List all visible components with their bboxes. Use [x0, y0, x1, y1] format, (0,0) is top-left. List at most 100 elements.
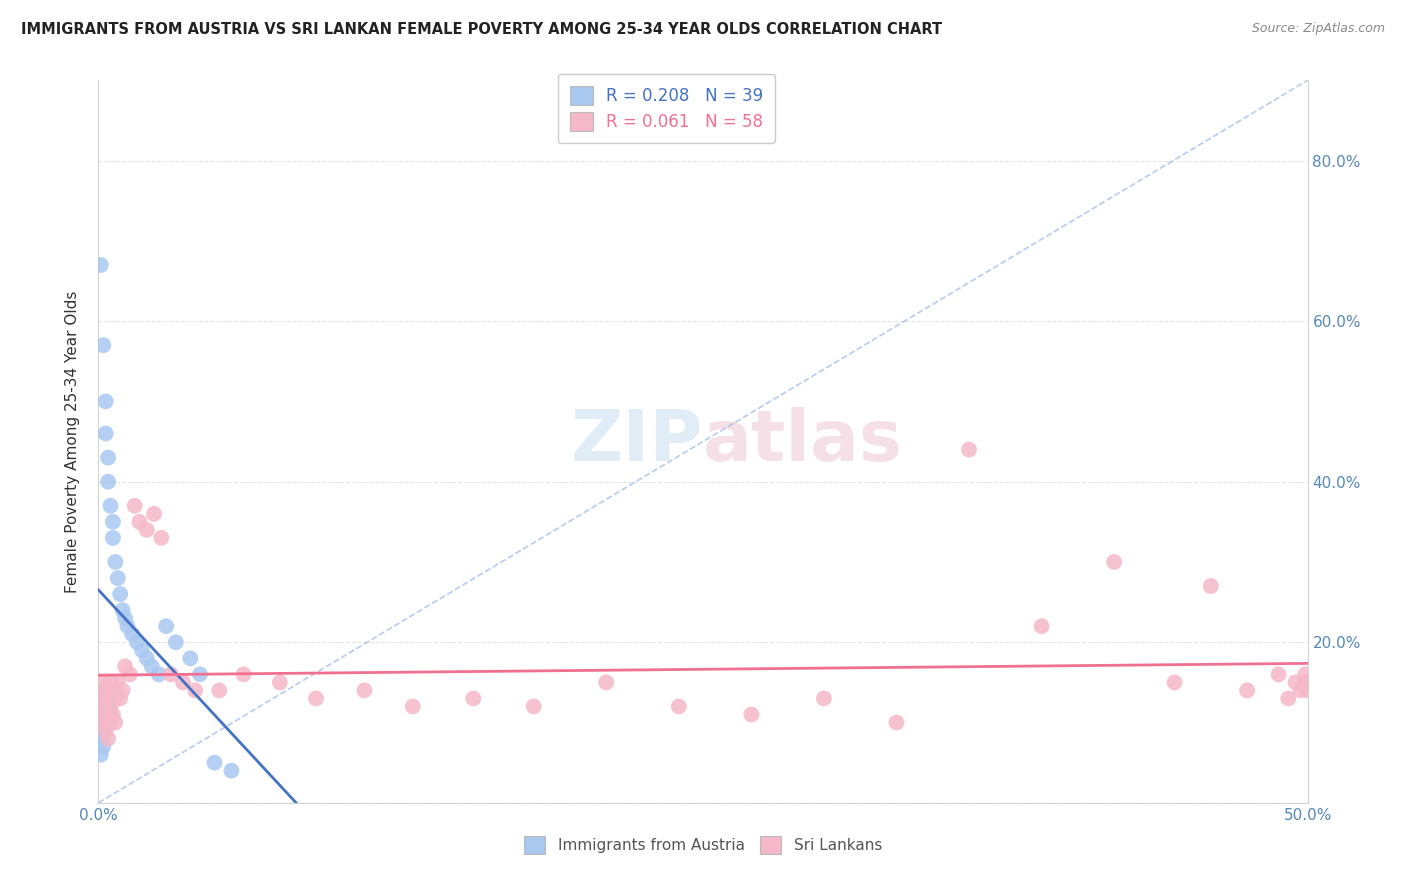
Point: [90, 747, 112, 762]
Point: [97, 450, 120, 465]
Point: [114, 611, 136, 625]
Point: [107, 675, 129, 690]
Point: [1296, 675, 1319, 690]
Point: [221, 764, 243, 778]
Point: [188, 667, 211, 681]
Point: [353, 683, 375, 698]
Point: [97, 699, 120, 714]
Point: [94, 715, 117, 730]
Point: [118, 667, 141, 681]
Text: atlas: atlas: [703, 407, 903, 476]
Point: [90, 715, 112, 730]
Point: [1267, 667, 1289, 681]
Point: [595, 675, 617, 690]
Point: [1102, 555, 1125, 569]
Point: [114, 659, 136, 673]
Point: [90, 731, 112, 746]
Point: [1294, 675, 1316, 690]
Point: [1031, 619, 1053, 633]
Point: [1296, 683, 1319, 698]
Point: [90, 715, 112, 730]
Point: [100, 499, 122, 513]
Point: [97, 715, 120, 730]
Point: [269, 675, 291, 690]
Point: [94, 394, 117, 409]
Point: [128, 515, 150, 529]
Text: ZIP: ZIP: [571, 407, 703, 476]
Point: [143, 507, 166, 521]
Point: [131, 643, 153, 657]
Point: [100, 675, 122, 690]
Point: [101, 683, 124, 698]
Point: [148, 667, 170, 681]
Point: [740, 707, 762, 722]
Text: Source: ZipAtlas.com: Source: ZipAtlas.com: [1251, 22, 1385, 36]
Point: [1284, 675, 1306, 690]
Point: [91, 707, 114, 722]
Point: [463, 691, 485, 706]
Point: [1296, 675, 1319, 690]
Point: [1199, 579, 1222, 593]
Point: [135, 651, 157, 665]
Point: [104, 555, 127, 569]
Point: [402, 699, 425, 714]
Point: [100, 699, 122, 714]
Point: [150, 531, 173, 545]
Text: IMMIGRANTS FROM AUSTRIA VS SRI LANKAN FEMALE POVERTY AMONG 25-34 YEAR OLDS CORRE: IMMIGRANTS FROM AUSTRIA VS SRI LANKAN FE…: [21, 22, 942, 37]
Point: [91, 675, 114, 690]
Point: [124, 499, 146, 513]
Point: [117, 619, 139, 633]
Point: [90, 258, 112, 272]
Point: [94, 707, 117, 722]
Point: [165, 635, 187, 649]
Point: [121, 627, 143, 641]
Point: [97, 731, 120, 746]
Point: [1236, 683, 1258, 698]
Point: [100, 707, 122, 722]
Point: [111, 683, 134, 698]
Point: [1289, 683, 1312, 698]
Point: [97, 475, 120, 489]
Point: [135, 523, 157, 537]
Point: [94, 683, 117, 698]
Point: [90, 691, 112, 706]
Point: [523, 699, 546, 714]
Point: [232, 667, 254, 681]
Y-axis label: Female Poverty Among 25-34 Year Olds: Female Poverty Among 25-34 Year Olds: [65, 291, 80, 592]
Point: [1163, 675, 1185, 690]
Point: [668, 699, 690, 714]
Point: [94, 723, 117, 738]
Point: [813, 691, 835, 706]
Point: [141, 659, 163, 673]
Point: [94, 426, 117, 441]
Point: [91, 699, 114, 714]
Point: [208, 683, 231, 698]
Point: [90, 699, 112, 714]
Point: [108, 691, 131, 706]
Point: [91, 739, 114, 754]
Point: [94, 691, 117, 706]
Point: [1294, 667, 1316, 681]
Point: [111, 603, 134, 617]
Point: [101, 515, 124, 529]
Point: [127, 635, 149, 649]
Point: [160, 667, 183, 681]
Point: [305, 691, 328, 706]
Point: [107, 571, 129, 585]
Legend: Immigrants from Austria, Sri Lankans: Immigrants from Austria, Sri Lankans: [517, 830, 889, 860]
Point: [957, 442, 980, 457]
Point: [1277, 691, 1299, 706]
Point: [172, 675, 194, 690]
Point: [101, 707, 124, 722]
Point: [104, 691, 127, 706]
Point: [108, 587, 131, 601]
Point: [91, 338, 114, 352]
Point: [101, 531, 124, 545]
Point: [179, 651, 201, 665]
Point: [155, 619, 177, 633]
Point: [100, 715, 122, 730]
Point: [204, 756, 226, 770]
Point: [97, 691, 120, 706]
Point: [886, 715, 908, 730]
Point: [104, 715, 127, 730]
